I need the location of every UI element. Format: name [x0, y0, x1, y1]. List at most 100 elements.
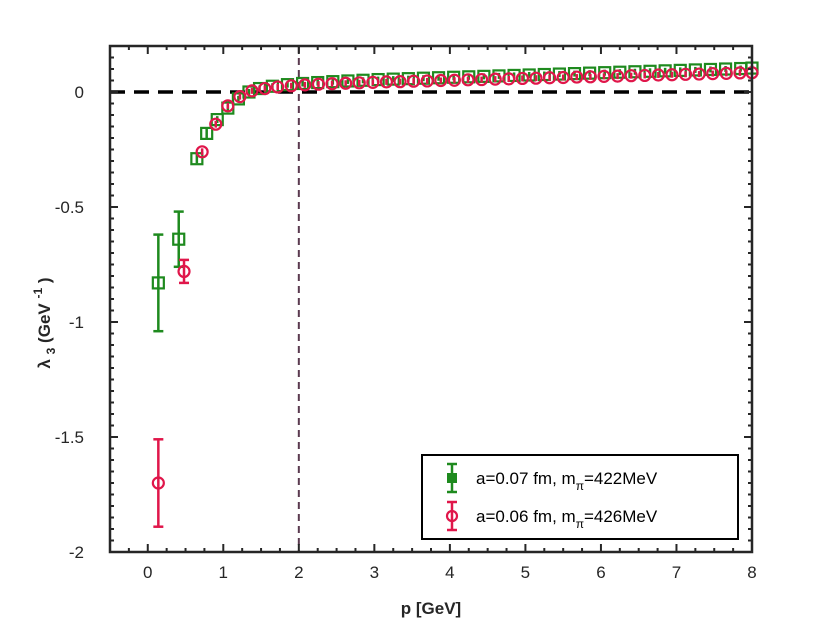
circle-marker	[678, 67, 693, 81]
legend-label-subscript: π	[576, 517, 584, 531]
data-point	[209, 117, 223, 131]
data-point	[678, 67, 693, 81]
legend-label: a=0.07 fm, mπ=422MeV	[476, 469, 658, 493]
circle-marker	[339, 76, 353, 90]
square-marker	[431, 71, 446, 85]
data-point	[271, 80, 285, 94]
data-point	[325, 77, 339, 91]
data-point	[706, 66, 720, 81]
data-point	[172, 210, 186, 269]
legend-square-marker	[447, 473, 457, 483]
circle-marker	[258, 81, 272, 96]
circle-marker	[311, 77, 326, 91]
legend-label-main: a=0.07 fm, m	[476, 469, 576, 488]
data-point	[658, 64, 672, 78]
circle-marker	[284, 79, 298, 93]
data-point	[597, 69, 611, 83]
circle-marker	[233, 89, 247, 104]
data-point	[638, 68, 652, 83]
circle-marker	[502, 72, 516, 86]
circle-marker	[610, 69, 625, 83]
y-axis-title: λ 3 (GeV -1 )	[27, 277, 59, 368]
data-point	[233, 89, 247, 104]
data-point	[488, 72, 502, 86]
x-tick-label: 0	[143, 563, 152, 582]
data-point	[339, 76, 353, 90]
square-marker	[200, 126, 214, 141]
y-tick-label: -2	[69, 543, 84, 562]
square-marker	[151, 276, 165, 290]
legend-circle-marker	[445, 509, 459, 523]
circle-marker	[151, 476, 165, 490]
x-tick-label: 8	[747, 563, 756, 582]
data-point	[556, 70, 570, 85]
x-tick-label: 3	[370, 563, 379, 582]
circle-marker	[597, 69, 611, 83]
data-point	[284, 79, 298, 93]
data-point	[475, 72, 489, 87]
x-tick-label: 6	[596, 563, 605, 582]
circle-marker	[209, 117, 223, 131]
data-point	[420, 74, 434, 88]
circle-marker	[447, 73, 462, 87]
x-tick-label: 5	[521, 563, 530, 582]
legend-label: a=0.06 fm, mπ=426MeV	[476, 507, 658, 531]
legend-entry: a=0.07 fm, mπ=422MeV	[447, 462, 658, 494]
circle-marker	[245, 84, 259, 98]
circle-marker	[515, 71, 529, 86]
circle-marker	[221, 99, 235, 113]
data-point	[461, 73, 475, 87]
legend-entry: a=0.06 fm, mπ=426MeV	[445, 500, 658, 532]
data-point	[200, 126, 214, 141]
circle-marker	[488, 72, 502, 86]
y-axis-title-unit-close: )	[35, 277, 54, 283]
circle-marker	[583, 70, 597, 84]
data-point	[393, 75, 407, 89]
data-point	[245, 84, 259, 98]
legend-label-value: =426MeV	[584, 507, 658, 526]
x-tick-label: 1	[219, 563, 228, 582]
square-marker	[522, 68, 536, 82]
circle-marker	[651, 68, 665, 82]
svg-text:λ 3 (GeV -1: λ 3 (GeV -1 )	[27, 277, 59, 368]
circle-marker	[352, 76, 366, 90]
y-axis-title-subscript: 3	[44, 347, 58, 354]
circle-marker	[570, 70, 584, 84]
data-point	[624, 69, 638, 83]
circle-marker	[195, 145, 209, 159]
data-point	[407, 74, 421, 88]
data-point	[665, 68, 679, 82]
circle-marker	[638, 68, 652, 83]
data-point	[651, 68, 665, 82]
circle-marker	[271, 80, 285, 94]
y-tick-label: -1.5	[55, 428, 84, 447]
circle-marker	[706, 66, 720, 81]
y-tick-label: 0	[75, 83, 84, 102]
legend: a=0.07 fm, mπ=422MeV a=0.06 fm, mπ=426MeV	[421, 454, 739, 540]
circle-marker	[461, 73, 475, 87]
legend-label-subscript: π	[576, 479, 584, 493]
y-axis-title-superscript: -1	[31, 288, 45, 299]
data-point	[195, 145, 209, 159]
data-point	[311, 77, 326, 91]
circle-marker	[379, 75, 394, 89]
legend-box	[421, 454, 739, 540]
circle-marker	[407, 74, 421, 88]
circle-marker	[624, 69, 638, 83]
data-point	[522, 68, 536, 82]
data-point	[529, 71, 543, 85]
data-point	[570, 70, 584, 84]
x-tick-label: 2	[294, 563, 303, 582]
x-tick-label: 7	[672, 563, 681, 582]
data-point	[151, 233, 165, 333]
data-point	[298, 78, 312, 92]
circle-marker	[556, 70, 570, 85]
data-point	[221, 99, 235, 113]
data-point	[366, 75, 380, 89]
data-point	[379, 75, 394, 89]
data-point	[515, 71, 529, 86]
circle-marker	[692, 67, 706, 81]
circle-marker	[434, 73, 448, 88]
data-point	[542, 71, 557, 85]
